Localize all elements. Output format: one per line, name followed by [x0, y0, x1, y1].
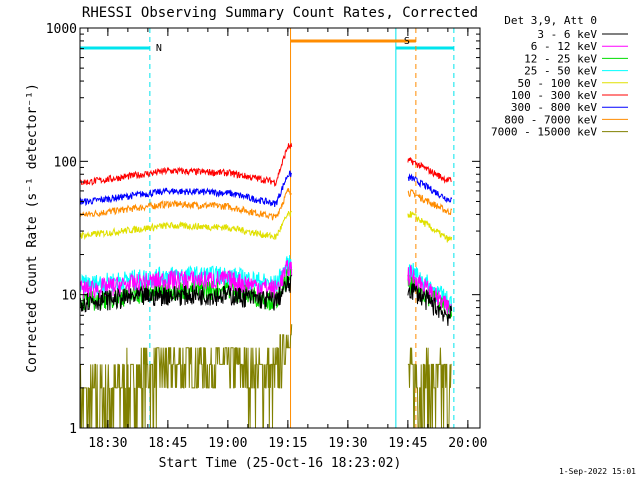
series-line [79, 170, 293, 207]
legend-entry-label: 50 - 100 keV [518, 77, 598, 90]
flag-label-S: S [404, 36, 410, 47]
series-line [79, 255, 293, 296]
axes-group: 18:30 18:45 19:00 19:15 19:30 19:45 20:00 1 10 10… [46, 22, 488, 451]
series-line [79, 187, 293, 221]
x-tick-label: 19:00 [208, 436, 247, 451]
series-line [407, 283, 453, 326]
y-tick-label: 1000 [46, 22, 77, 37]
y-axis-label: Corrected Count Rate (s⁻¹ detector⁻¹) [25, 83, 40, 373]
legend-entry-label: 800 - 7000 keV [504, 113, 597, 126]
legend-entry-label: 6 - 12 keV [531, 40, 598, 53]
series-line [407, 188, 453, 216]
legend-entry-label: 12 - 25 keV [524, 52, 597, 65]
series-line [407, 211, 453, 243]
legend-entry-label: 7000 - 15000 keV [491, 126, 597, 139]
flag-label-N: N [156, 43, 162, 54]
series-line [79, 259, 293, 300]
legend-title: Det 3,9, Att 0 [504, 14, 597, 27]
series-line [79, 274, 292, 313]
series-line [79, 142, 293, 188]
y-tick-label: 1 [69, 422, 77, 437]
series-group [79, 142, 453, 429]
legend-entry-label: 25 - 50 keV [524, 65, 597, 78]
series-line [407, 264, 452, 315]
series-line [407, 173, 453, 203]
x-axis-label: Start Time (25-Oct-16 18:23:02) [159, 456, 402, 471]
series-line [407, 156, 452, 184]
footer-date: 1-Sep-2022 15:01 [559, 467, 636, 476]
chart-title: RHESSI Observing Summary Count Rates, Co… [82, 5, 478, 21]
y-tick-label: 10 [61, 289, 77, 304]
legend-entry-label: 300 - 800 keV [511, 101, 597, 114]
x-tick-label: 19:45 [388, 436, 427, 451]
y-tick-label: 100 [54, 155, 77, 170]
x-tick-label: 19:30 [328, 436, 367, 451]
x-tick-label: 19:15 [268, 436, 307, 451]
legend-entry-label: 3 - 6 keV [537, 28, 597, 41]
legend-entry-label: 100 - 300 keV [511, 89, 597, 102]
x-tick-label: 18:45 [148, 436, 187, 451]
x-tick-label: 20:00 [448, 436, 487, 451]
series-line [79, 210, 293, 241]
plot-area-frame [79, 27, 481, 429]
series-line [407, 347, 452, 429]
series-line [79, 324, 293, 429]
x-tick-label: 18:30 [88, 436, 127, 451]
